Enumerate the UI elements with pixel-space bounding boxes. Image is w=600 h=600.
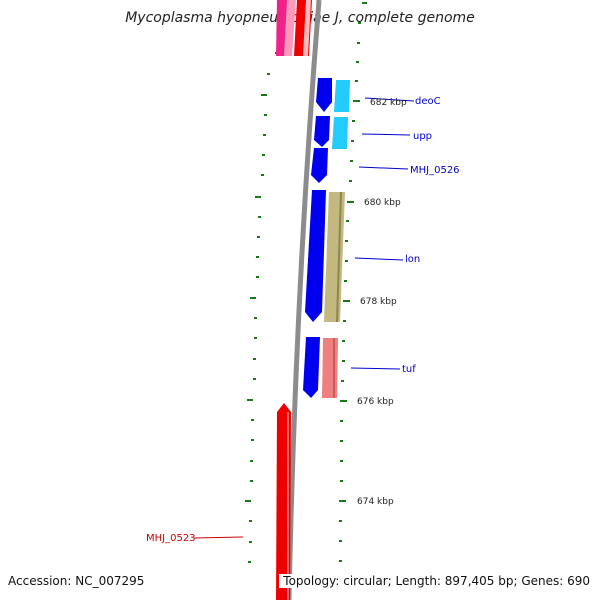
gene-label-deoC[interactable]: deoC <box>415 96 441 107</box>
kbp-label-676: 676 kbp <box>357 397 394 407</box>
gene-label-lon[interactable]: lon <box>405 254 420 265</box>
gene-feature-upp[interactable] <box>314 116 330 147</box>
genome-backbone <box>286 0 322 600</box>
cds-feature-tuf[interactable] <box>322 338 338 398</box>
accession-text: Accession: NC_007295 <box>8 574 145 588</box>
cds-feature-deoC[interactable] <box>334 80 350 112</box>
label-leaders <box>193 97 415 539</box>
cds-feature-upp[interactable] <box>332 117 348 149</box>
cds-feature-lightpink-top[interactable] <box>303 0 311 56</box>
gene-feature-tuf[interactable] <box>303 337 320 398</box>
cds-feature-pink-top[interactable] <box>284 0 296 56</box>
kbp-label-682: 682 kbp <box>370 98 407 108</box>
inner-tick-ring <box>245 52 278 563</box>
kbp-label-674: 674 kbp <box>357 497 394 507</box>
outer-tick-ring <box>339 2 367 562</box>
gene-feature-MHJ_0526[interactable] <box>311 148 328 183</box>
kbp-label-680: 680 kbp <box>364 198 401 208</box>
gene-feature-deoC[interactable] <box>316 78 332 112</box>
gene-feature-lon[interactable] <box>305 190 326 322</box>
gene-label-MHJ_0523[interactable]: MHJ_0523 <box>146 533 196 544</box>
topology-text: Topology: circular; Length: 897,405 bp; … <box>279 574 590 588</box>
gene-label-MHJ_0526[interactable]: MHJ_0526 <box>410 165 460 176</box>
kbp-label-678: 678 kbp <box>360 297 397 307</box>
cds-feature-lon-edge <box>336 191 342 323</box>
cds-feature-lon[interactable] <box>324 192 345 322</box>
gene-label-upp[interactable]: upp <box>413 131 432 142</box>
gene-label-tuf[interactable]: tuf <box>402 364 416 375</box>
